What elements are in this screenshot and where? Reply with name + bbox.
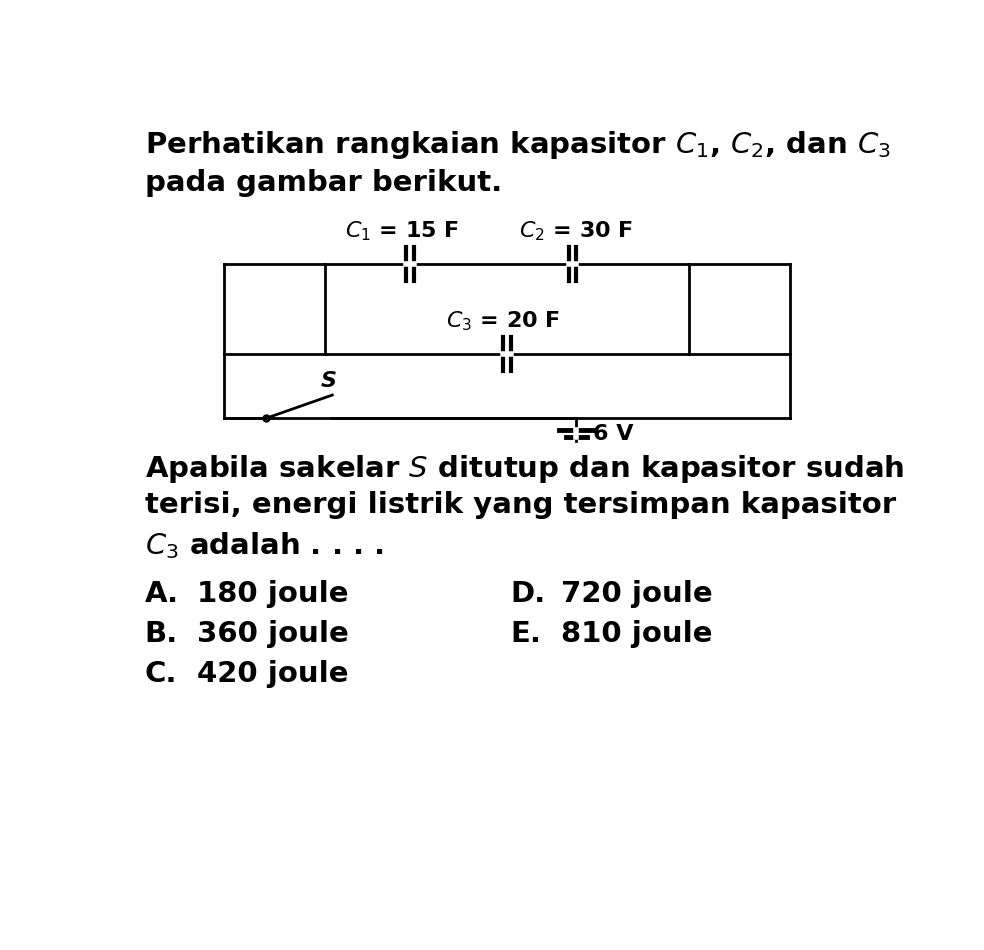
Text: B.: B. — [145, 620, 178, 648]
Text: 360 joule: 360 joule — [197, 620, 348, 648]
Text: E.: E. — [511, 620, 541, 648]
Text: C.: C. — [145, 660, 177, 688]
Text: Apabila sakelar $S$ ditutup dan kapasitor sudah: Apabila sakelar $S$ ditutup dan kapasito… — [145, 453, 904, 484]
Text: $C_1$ = 15 F: $C_1$ = 15 F — [345, 219, 460, 243]
Text: pada gambar berikut.: pada gambar berikut. — [145, 169, 502, 198]
Text: 720 joule: 720 joule — [561, 580, 712, 608]
Text: 180 joule: 180 joule — [197, 580, 348, 608]
Text: Perhatikan rangkaian kapasitor $C_1$, $C_2$, dan $C_3$: Perhatikan rangkaian kapasitor $C_1$, $C… — [145, 129, 891, 162]
Text: 810 joule: 810 joule — [561, 620, 712, 648]
Text: 6 V: 6 V — [593, 424, 634, 444]
Text: $C_3$ adalah . . . .: $C_3$ adalah . . . . — [145, 530, 384, 560]
Text: $C_2$ = 30 F: $C_2$ = 30 F — [520, 219, 634, 243]
Text: D.: D. — [511, 580, 546, 608]
Text: S: S — [321, 371, 337, 391]
Text: A.: A. — [145, 580, 179, 608]
Text: terisi, energi listrik yang tersimpan kapasitor: terisi, energi listrik yang tersimpan ka… — [145, 491, 895, 520]
Text: 420 joule: 420 joule — [197, 660, 348, 688]
Text: $C_3$ = 20 F: $C_3$ = 20 F — [446, 310, 560, 333]
